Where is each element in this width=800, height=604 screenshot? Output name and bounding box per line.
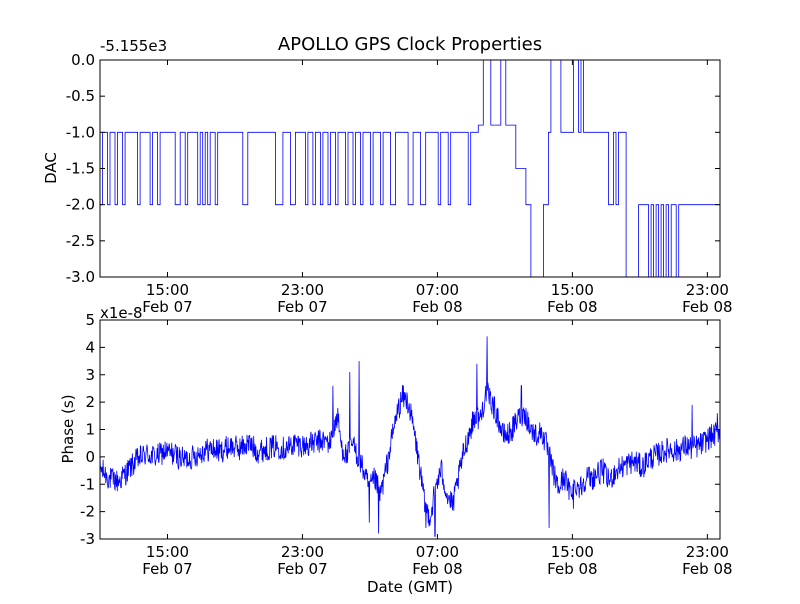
bottom-offset-label: x1e-8 bbox=[100, 304, 143, 322]
y-tick-label: -3 bbox=[80, 530, 95, 548]
x-tick-label-time: 23:00 bbox=[281, 543, 324, 561]
x-tick-label-time: 15:00 bbox=[146, 543, 189, 561]
y-tick-label: 3 bbox=[85, 366, 95, 384]
y-tick-label: -2.5 bbox=[66, 232, 95, 250]
y-tick-label: 0.0 bbox=[71, 51, 95, 69]
bottom-y-axis-label: Phase (s) bbox=[59, 394, 77, 463]
y-tick-label: -0.5 bbox=[66, 87, 95, 105]
x-tick-label-date: Feb 08 bbox=[547, 298, 597, 316]
top-y-axis-label: DAC bbox=[42, 152, 60, 184]
y-tick-label: -1 bbox=[80, 475, 95, 493]
y-tick-label: -1.5 bbox=[66, 160, 95, 178]
y-tick-label: 0 bbox=[85, 448, 95, 466]
plot-frame bbox=[99, 319, 721, 540]
x-tick-label-time: 15:00 bbox=[146, 281, 189, 299]
x-tick-label-date: Feb 07 bbox=[277, 560, 327, 578]
y-tick-label: -2.0 bbox=[66, 196, 95, 214]
x-tick-label-time: 07:00 bbox=[416, 281, 459, 299]
x-tick-label-time: 23:00 bbox=[281, 281, 324, 299]
x-tick-label-date: Feb 08 bbox=[412, 560, 462, 578]
x-tick-label-time: 07:00 bbox=[416, 543, 459, 561]
plot-frame bbox=[99, 59, 721, 278]
series-line-dac bbox=[100, 60, 720, 277]
x-tick-label-time: 15:00 bbox=[551, 281, 594, 299]
y-tick-label: 2 bbox=[85, 393, 95, 411]
x-tick-label-date: Feb 08 bbox=[547, 560, 597, 578]
y-tick-label: 1 bbox=[85, 421, 95, 439]
x-tick-label-time: 23:00 bbox=[686, 281, 729, 299]
bottom-x-axis-label: Date (GMT) bbox=[367, 578, 453, 596]
top-offset-label: -5.155e3 bbox=[100, 37, 167, 55]
x-tick-label-date: Feb 08 bbox=[682, 560, 732, 578]
x-tick-label-date: Feb 07 bbox=[142, 560, 192, 578]
x-tick-label-date: Feb 07 bbox=[277, 298, 327, 316]
y-tick-label: 5 bbox=[85, 311, 95, 329]
x-tick-label-date: Feb 07 bbox=[142, 298, 192, 316]
x-tick-label-date: Feb 08 bbox=[682, 298, 732, 316]
y-tick-label: -3.0 bbox=[66, 268, 95, 286]
x-tick-label-time: 23:00 bbox=[686, 543, 729, 561]
x-tick-label-time: 15:00 bbox=[551, 543, 594, 561]
y-tick-label: -1.0 bbox=[66, 123, 95, 141]
chart-title: APOLLO GPS Clock Properties bbox=[278, 34, 542, 55]
series-line-phase bbox=[100, 336, 720, 537]
y-tick-label: 4 bbox=[85, 338, 95, 356]
x-tick-label-date: Feb 08 bbox=[412, 298, 462, 316]
y-tick-label: -2 bbox=[80, 503, 95, 521]
